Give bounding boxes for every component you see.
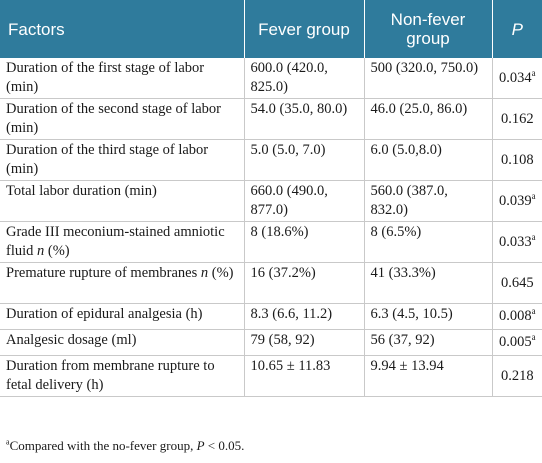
nonfever-cell: 9.94 ± 13.94 <box>364 355 493 397</box>
p-value: 0.108 <box>500 151 534 168</box>
header-row: Factors Fever group Non-fever group P <box>0 0 542 58</box>
factor-cell: Analgesic dosage (ml) <box>0 329 245 356</box>
table-row: Duration of the second stage of labor (m… <box>0 98 542 140</box>
footnote-tail: < 0.05. <box>204 438 245 453</box>
p-value: 0.162 <box>500 110 534 127</box>
fever-cell: 79 (58, 92) <box>244 329 365 356</box>
p-value: 0.005 <box>498 334 532 350</box>
p-cell: 0.218 <box>492 355 542 397</box>
nonfever-cell: 6.0 (5.0,8.0) <box>364 139 493 181</box>
factor-unit: (%) <box>44 243 70 259</box>
p-cell: 0.108 <box>492 139 542 181</box>
fever-cell: 16 (37.2%) <box>244 262 365 304</box>
factor-cell: Premature rupture of membranes n (%) <box>0 262 245 304</box>
nonfever-cell: 56 (37, 92) <box>364 329 493 356</box>
data-table: Factors Fever group Non-fever group P Du… <box>0 0 542 397</box>
nonfever-cell: 6.3 (4.5, 10.5) <box>364 303 493 330</box>
p-value: 0.645 <box>500 274 534 291</box>
factor-n: n <box>37 243 45 259</box>
p-cell: 0.039a <box>492 180 542 222</box>
nonfever-cell: 560.0 (387.0, 832.0) <box>364 180 493 222</box>
factor-cell: Grade III meconium-stained amniotic flui… <box>0 221 245 263</box>
p-cell: 0.162 <box>492 98 542 140</box>
fever-cell: 10.65 ± 11.83 <box>244 355 365 397</box>
table-row: Duration of epidural analgesia (h) 8.3 (… <box>0 303 542 330</box>
factor-cell: Duration of the first stage of labor (mi… <box>0 58 245 99</box>
p-superscript: a <box>531 231 536 242</box>
factor-n: n <box>200 265 209 281</box>
table-row: Duration of the third stage of labor (mi… <box>0 139 542 181</box>
factor-text: Premature rupture of membranes <box>6 265 201 281</box>
p-cell: 0.008a <box>492 303 542 330</box>
table-row: Grade III meconium-stained amniotic flui… <box>0 221 542 263</box>
p-superscript: a <box>531 67 536 78</box>
table-footnote: aCompared with the no-fever group, P < 0… <box>6 438 244 454</box>
table-row: Duration from membrane rupture to fetal … <box>0 355 542 397</box>
factor-cell: Total labor duration (min) <box>0 180 245 222</box>
nonfever-cell: 41 (33.3%) <box>364 262 493 304</box>
table-row: Analgesic dosage (ml) 79 (58, 92) 56 (37… <box>0 329 542 356</box>
p-value: 0.039 <box>498 192 532 209</box>
p-value: 0.218 <box>500 367 534 384</box>
factor-text: Grade III meconium-stained amniotic flui… <box>6 224 225 259</box>
p-value: 0.034 <box>498 69 532 86</box>
p-superscript: a <box>531 306 536 317</box>
header-nonfever-group: Non-fever group <box>364 0 493 58</box>
table-row: Total labor duration (min) 660.0 (490.0,… <box>0 180 542 222</box>
fever-cell: 8.3 (6.6, 11.2) <box>244 303 365 330</box>
p-superscript: a <box>531 190 536 201</box>
table-row: Duration of the first stage of labor (mi… <box>0 58 542 99</box>
factor-cell: Duration of epidural analgesia (h) <box>0 303 245 330</box>
p-value: 0.008 <box>498 308 532 324</box>
fever-cell: 8 (18.6%) <box>244 221 365 263</box>
factor-cell: Duration from membrane rupture to fetal … <box>0 355 245 397</box>
nonfever-cell: 46.0 (25.0, 86.0) <box>364 98 493 140</box>
fever-cell: 54.0 (35.0, 80.0) <box>244 98 365 140</box>
header-p: P <box>492 0 542 58</box>
p-cell: 0.645 <box>492 262 542 304</box>
footnote-text: Compared with the no-fever group, <box>9 438 197 453</box>
nonfever-cell: 500 (320.0, 750.0) <box>364 58 493 99</box>
fever-cell: 600.0 (420.0, 825.0) <box>244 58 365 99</box>
table-row: Premature rupture of membranes n (%) 16 … <box>0 262 542 304</box>
footnote-superscript: a <box>6 437 10 447</box>
factor-cell: Duration of the second stage of labor (m… <box>0 98 245 140</box>
fever-cell: 660.0 (490.0, 877.0) <box>244 180 365 222</box>
p-cell: 0.005a <box>492 329 542 356</box>
fever-cell: 5.0 (5.0, 7.0) <box>244 139 365 181</box>
factor-cell: Duration of the third stage of labor (mi… <box>0 139 245 181</box>
p-cell: 0.033a <box>492 221 542 263</box>
nonfever-cell: 8 (6.5%) <box>364 221 493 263</box>
p-value: 0.033 <box>498 233 532 250</box>
header-fever-group: Fever group <box>244 0 365 58</box>
p-cell: 0.034a <box>492 58 542 99</box>
header-factors: Factors <box>0 0 245 58</box>
factor-unit: (%) <box>208 265 234 281</box>
footnote-p: P <box>196 438 205 453</box>
p-superscript: a <box>531 332 536 343</box>
